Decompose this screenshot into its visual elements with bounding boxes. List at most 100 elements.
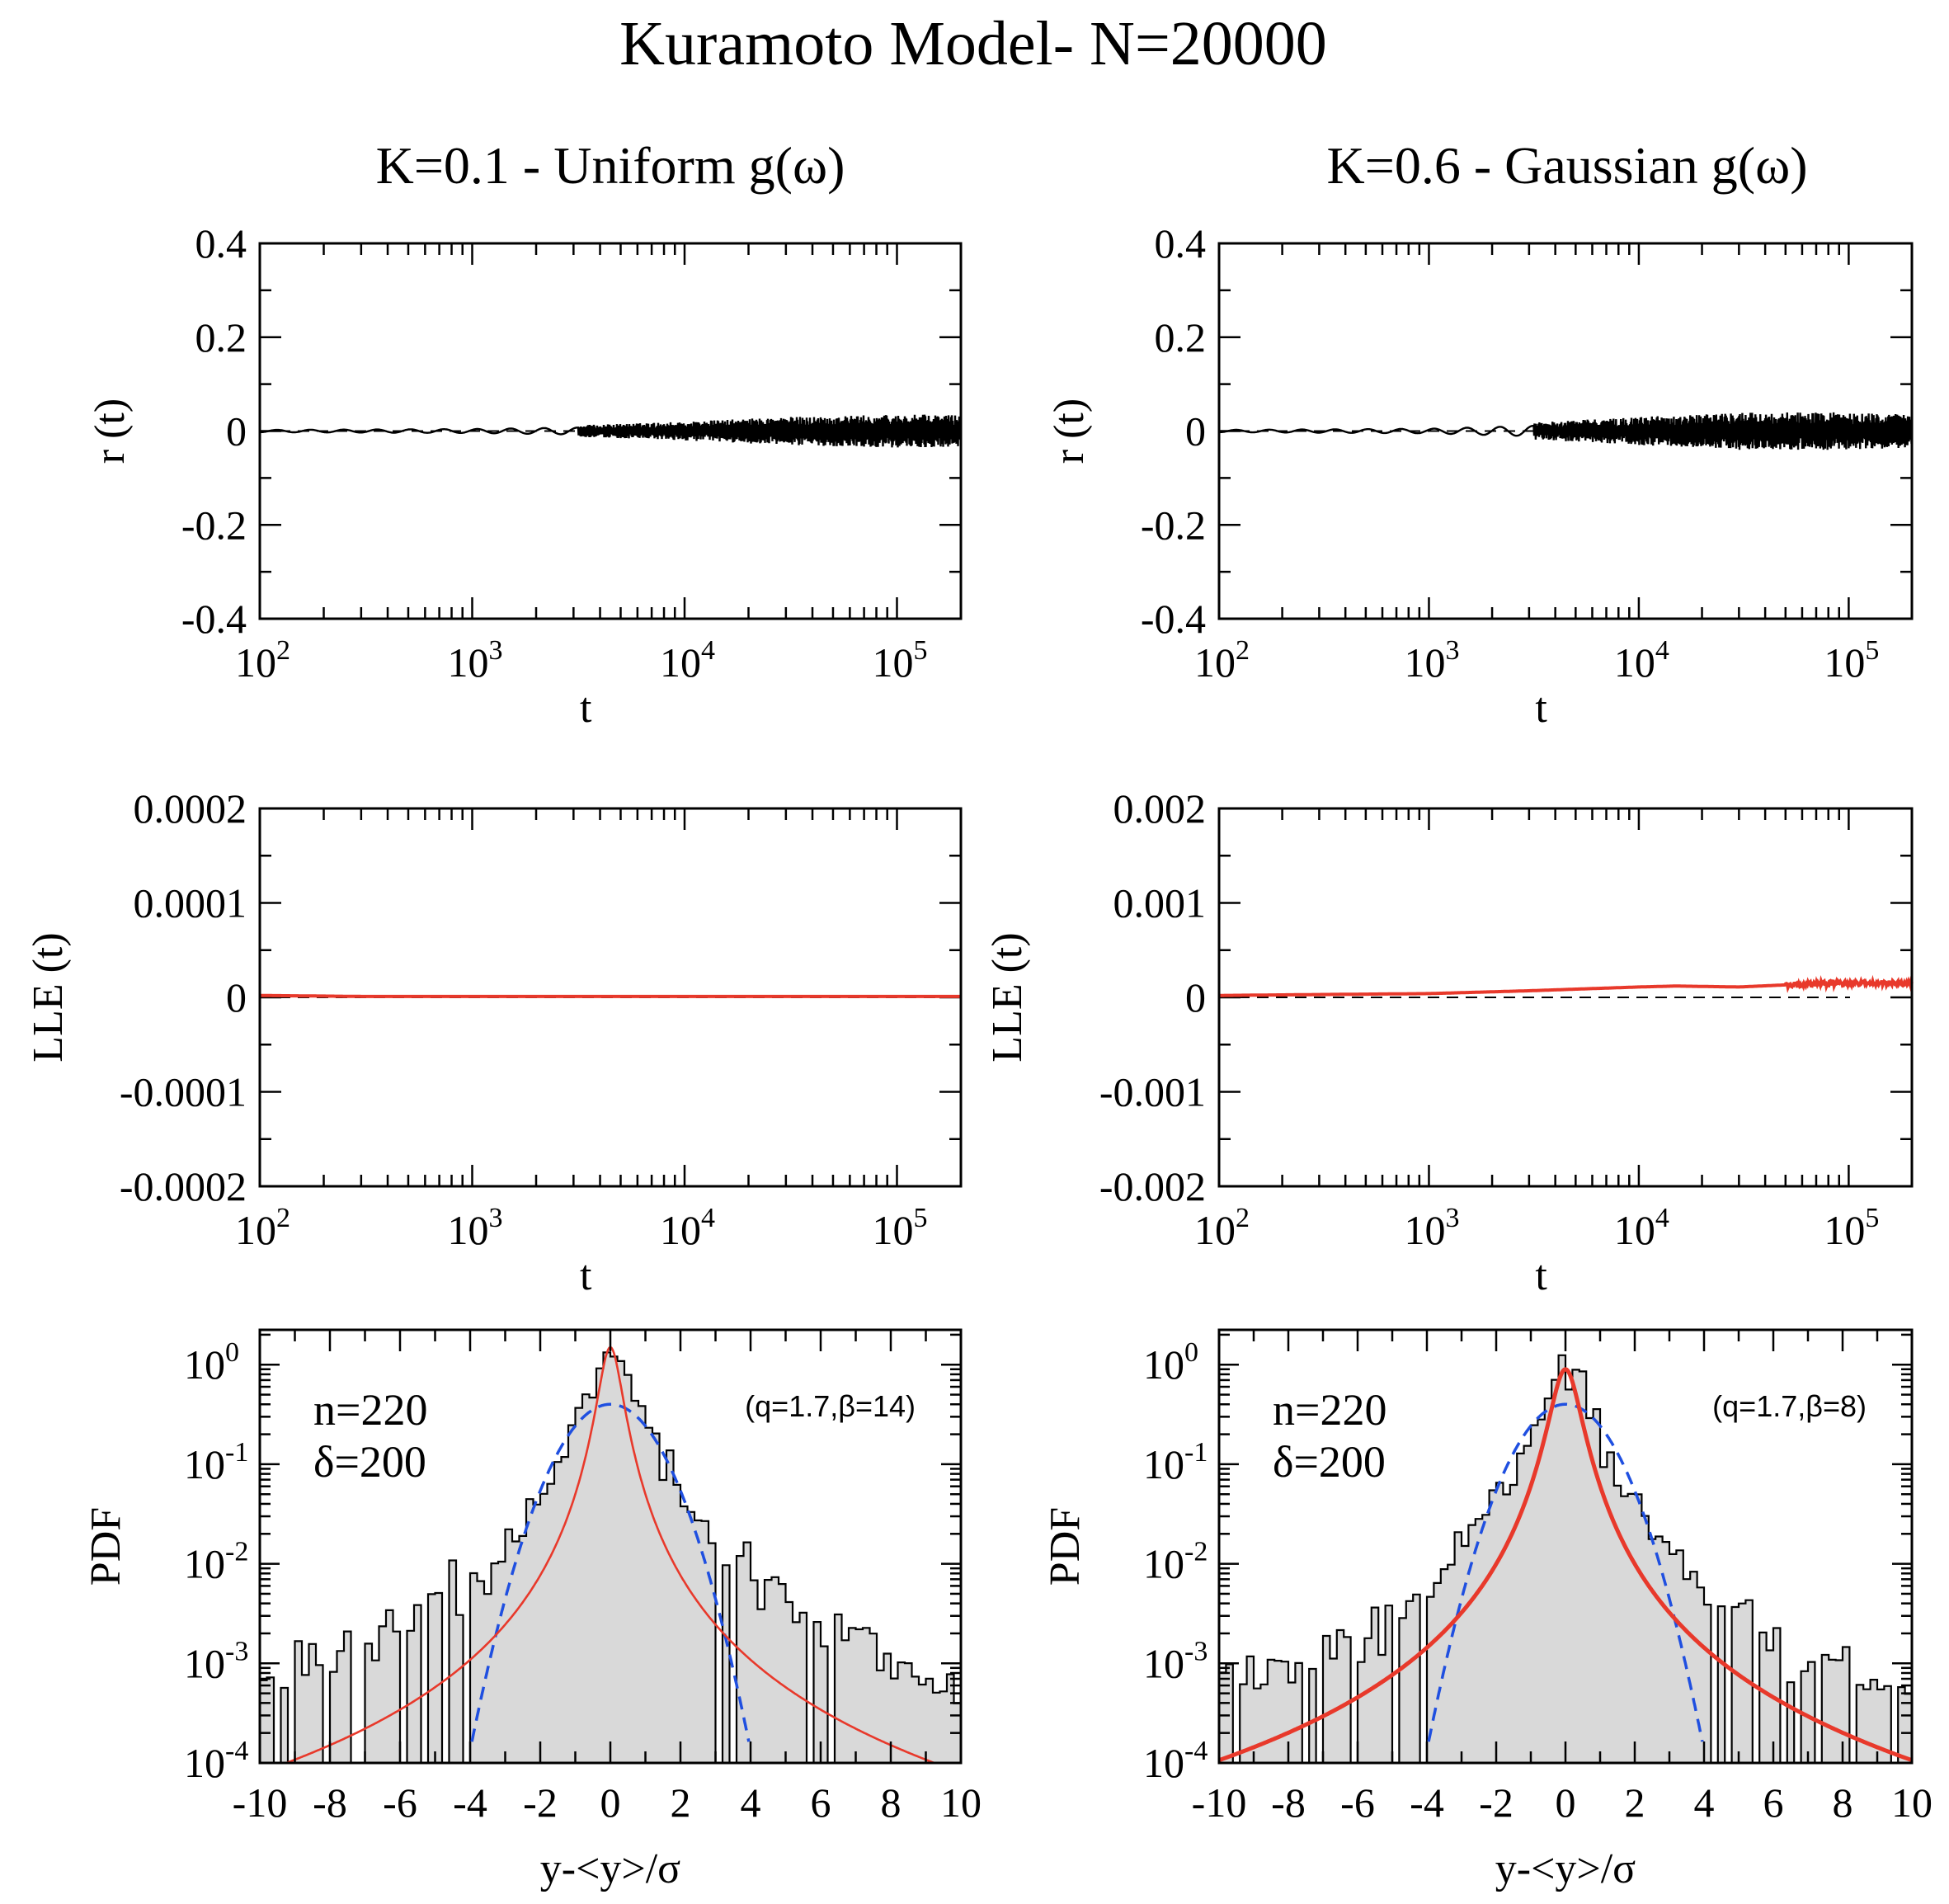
y-tick-label: -0.001 (1099, 1069, 1206, 1115)
x-tick-label-exponent: 4 (1655, 635, 1669, 666)
y-tick-label: 0.4 (195, 220, 247, 266)
y-tick-label: 0.2 (1155, 314, 1207, 361)
plot-frame (258, 807, 963, 1188)
x-tick-label: 105 (1824, 635, 1879, 686)
x-tick-label: 105 (872, 1203, 927, 1253)
x-tick-label: -6 (1340, 1779, 1375, 1826)
y-tick-label: 10-3 (1143, 1636, 1208, 1686)
x-axis-label: t (580, 685, 592, 732)
x-tick-label: 102 (1194, 635, 1250, 686)
y-tick-label: 10-2 (1143, 1537, 1208, 1587)
q-gaussian-fit-curve (1218, 1367, 1913, 1763)
x-tick-label: 102 (1194, 1203, 1250, 1253)
x-tick-label: 104 (1614, 1203, 1669, 1253)
annotation-n: n=220 (1273, 1385, 1386, 1435)
y-tick-label: 0 (1185, 408, 1206, 455)
x-tick-label-exponent: 4 (1655, 1203, 1669, 1233)
y-tick-label-base: 10 (184, 1341, 225, 1388)
x-tick-label: 0 (1556, 1779, 1576, 1826)
fit-parameters-label: (q=1.7,β=14) (745, 1389, 916, 1423)
x-tick-label-exponent: 2 (1236, 1203, 1250, 1233)
y-tick-label: 0.001 (1113, 880, 1207, 926)
x-tick-label: 104 (660, 1203, 715, 1253)
y-tick-label: 0 (226, 408, 247, 455)
x-tick-label: -2 (1479, 1779, 1514, 1826)
plot-frame (258, 1328, 963, 1765)
y-tick-label: -0.2 (181, 502, 247, 548)
y-axis-label: PDF (1042, 1507, 1089, 1586)
x-tick-label-exponent: 5 (913, 635, 927, 666)
x-tick-label-exponent: 5 (1865, 1203, 1879, 1233)
plot-frame (1217, 807, 1914, 1188)
x-tick-label-base: 10 (872, 639, 913, 686)
y-axis-label: LLE (t) (984, 932, 1031, 1062)
y-tick-label-base: 10 (184, 1441, 225, 1487)
y-axis-label: r (t) (87, 398, 134, 464)
y-tick-label: 10-2 (184, 1537, 248, 1587)
x-tick-label-exponent: 4 (701, 635, 715, 666)
x-tick-label-base: 10 (1194, 1207, 1236, 1253)
x-tick-label: -4 (1410, 1779, 1444, 1826)
y-tick-label-exponent: 0 (1184, 1337, 1198, 1368)
annotation-n: n=220 (313, 1385, 427, 1435)
x-tick-label-exponent: 5 (913, 1203, 927, 1233)
y-tick-label-base: 10 (184, 1740, 225, 1786)
y-tick-label: 100 (1143, 1337, 1198, 1388)
y-axis-label: r (t) (1046, 398, 1093, 464)
plot-frame (1217, 1328, 1914, 1765)
y-tick-label: -0.4 (1141, 596, 1206, 642)
column-title-right: K=0.6 - Gaussian g(ω) (1327, 136, 1808, 195)
x-tick-label: -4 (453, 1779, 487, 1826)
y-tick-label: 0.0002 (134, 785, 247, 832)
y-tick-label: 0 (1185, 974, 1206, 1020)
y-axis-label: LLE (t) (25, 932, 72, 1062)
y-tick-label: -0.0001 (120, 1069, 247, 1115)
x-axis-label: t (580, 1252, 592, 1299)
y-tick-label-base: 10 (1143, 1441, 1184, 1487)
x-tick-label: 0 (600, 1779, 621, 1826)
x-tick-label: 4 (741, 1779, 761, 1826)
y-tick-label: -0.002 (1099, 1163, 1206, 1209)
y-tick-label-exponent: -3 (225, 1636, 248, 1666)
x-tick-label: 104 (660, 635, 715, 686)
y-tick-label-exponent: 0 (225, 1337, 239, 1368)
y-tick-label: 10-4 (1143, 1736, 1208, 1786)
annotation-delta: δ=200 (1273, 1437, 1386, 1487)
x-tick-label: 2 (1625, 1779, 1645, 1826)
y-tick-label-exponent: -3 (1184, 1636, 1208, 1666)
y-tick-label: 0 (226, 974, 247, 1020)
y-tick-label-exponent: -1 (1184, 1437, 1208, 1468)
x-tick-label-base: 10 (660, 639, 701, 686)
x-tick-label: 103 (447, 1203, 502, 1253)
x-tick-label: 8 (1833, 1779, 1853, 1826)
x-tick-label-base: 10 (872, 1207, 913, 1253)
y-tick-label-exponent: -4 (1184, 1736, 1208, 1766)
x-tick-label-base: 10 (660, 1207, 701, 1253)
x-tick-label-base: 10 (447, 639, 488, 686)
y-tick-label-base: 10 (184, 1640, 225, 1686)
y-tick-label: 100 (184, 1337, 239, 1388)
x-tick-label: 6 (811, 1779, 831, 1826)
x-tick-label-exponent: 2 (1236, 635, 1250, 666)
x-tick-label: -2 (523, 1779, 558, 1826)
x-tick-label-base: 10 (1404, 1207, 1445, 1253)
figure-title: Kuramoto Model- N=20000 (619, 9, 1327, 78)
x-tick-label-exponent: 3 (1445, 1203, 1459, 1233)
y-tick-label: 10-4 (184, 1736, 248, 1786)
x-tick-label: 103 (1404, 635, 1459, 686)
y-tick-label: -0.4 (181, 596, 247, 642)
x-tick-label: -6 (383, 1779, 417, 1826)
y-tick-label: 10-1 (184, 1437, 248, 1487)
x-axis-label: y-<y>/σ (1495, 1845, 1636, 1892)
x-tick-label: 102 (235, 1203, 290, 1253)
x-tick-label: 102 (235, 635, 290, 686)
y-tick-label-exponent: -1 (225, 1437, 248, 1468)
x-tick-label: -8 (1271, 1779, 1306, 1826)
y-tick-label: -0.2 (1141, 502, 1206, 548)
x-axis-label: y-<y>/σ (540, 1845, 680, 1892)
